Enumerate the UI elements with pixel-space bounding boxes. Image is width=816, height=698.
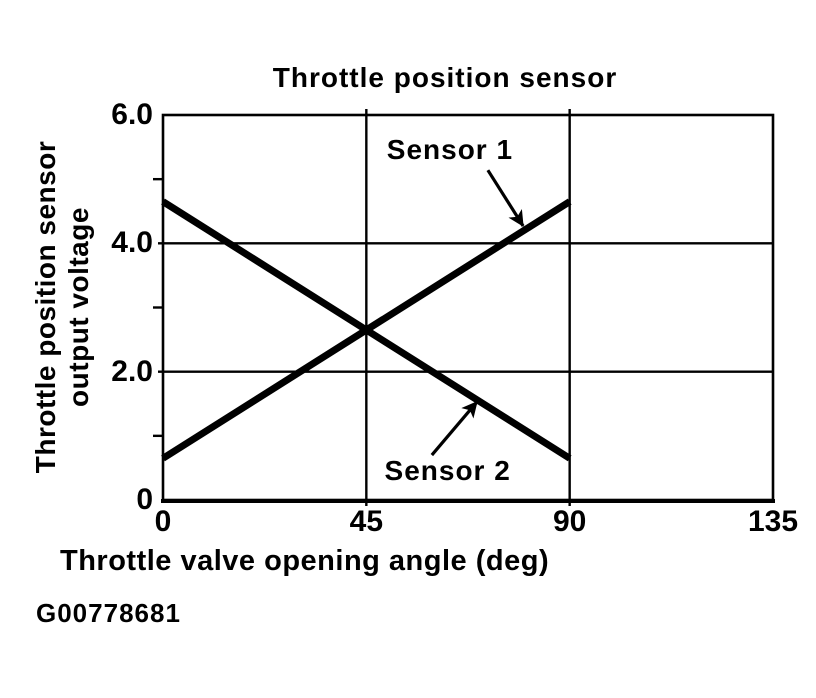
- plot-area: [153, 109, 775, 506]
- data-line-sensor-2: [161, 198, 572, 462]
- y-axis-label: Throttle position sensor output voltage: [29, 87, 95, 527]
- chart-title: Throttle position sensor: [272, 62, 618, 93]
- data-lines-layer: [161, 198, 572, 462]
- y-tick-label: 6.0: [111, 98, 153, 131]
- y-tick-label: 0: [136, 483, 153, 516]
- plot-border: [161, 113, 775, 502]
- axes-border-layer: [161, 113, 775, 503]
- y-axis-label-line1: Throttle position sensor: [30, 140, 61, 474]
- x-tick-label: 135: [747, 505, 799, 538]
- annotation-arrows-layer: [430, 169, 525, 457]
- x-axis-label: Throttle valve opening angle (deg): [60, 545, 550, 577]
- x-tick-label: 0: [154, 505, 172, 538]
- series-label-sensor-2: Sensor 2: [384, 455, 511, 487]
- annotation-arrow: [430, 400, 479, 457]
- y-tick-label: 2.0: [111, 354, 153, 388]
- series-label-sensor-1: Sensor 1: [386, 134, 514, 166]
- x-tick-label: 45: [349, 505, 384, 538]
- y-tick-label: 4.0: [111, 226, 153, 260]
- y-axis-label-line2: output voltage: [63, 207, 94, 407]
- gridlines-layer: [153, 109, 773, 506]
- figure-code: G00778681: [36, 598, 181, 628]
- annotation-arrow: [486, 169, 525, 227]
- x-tick-label: 90: [552, 505, 587, 538]
